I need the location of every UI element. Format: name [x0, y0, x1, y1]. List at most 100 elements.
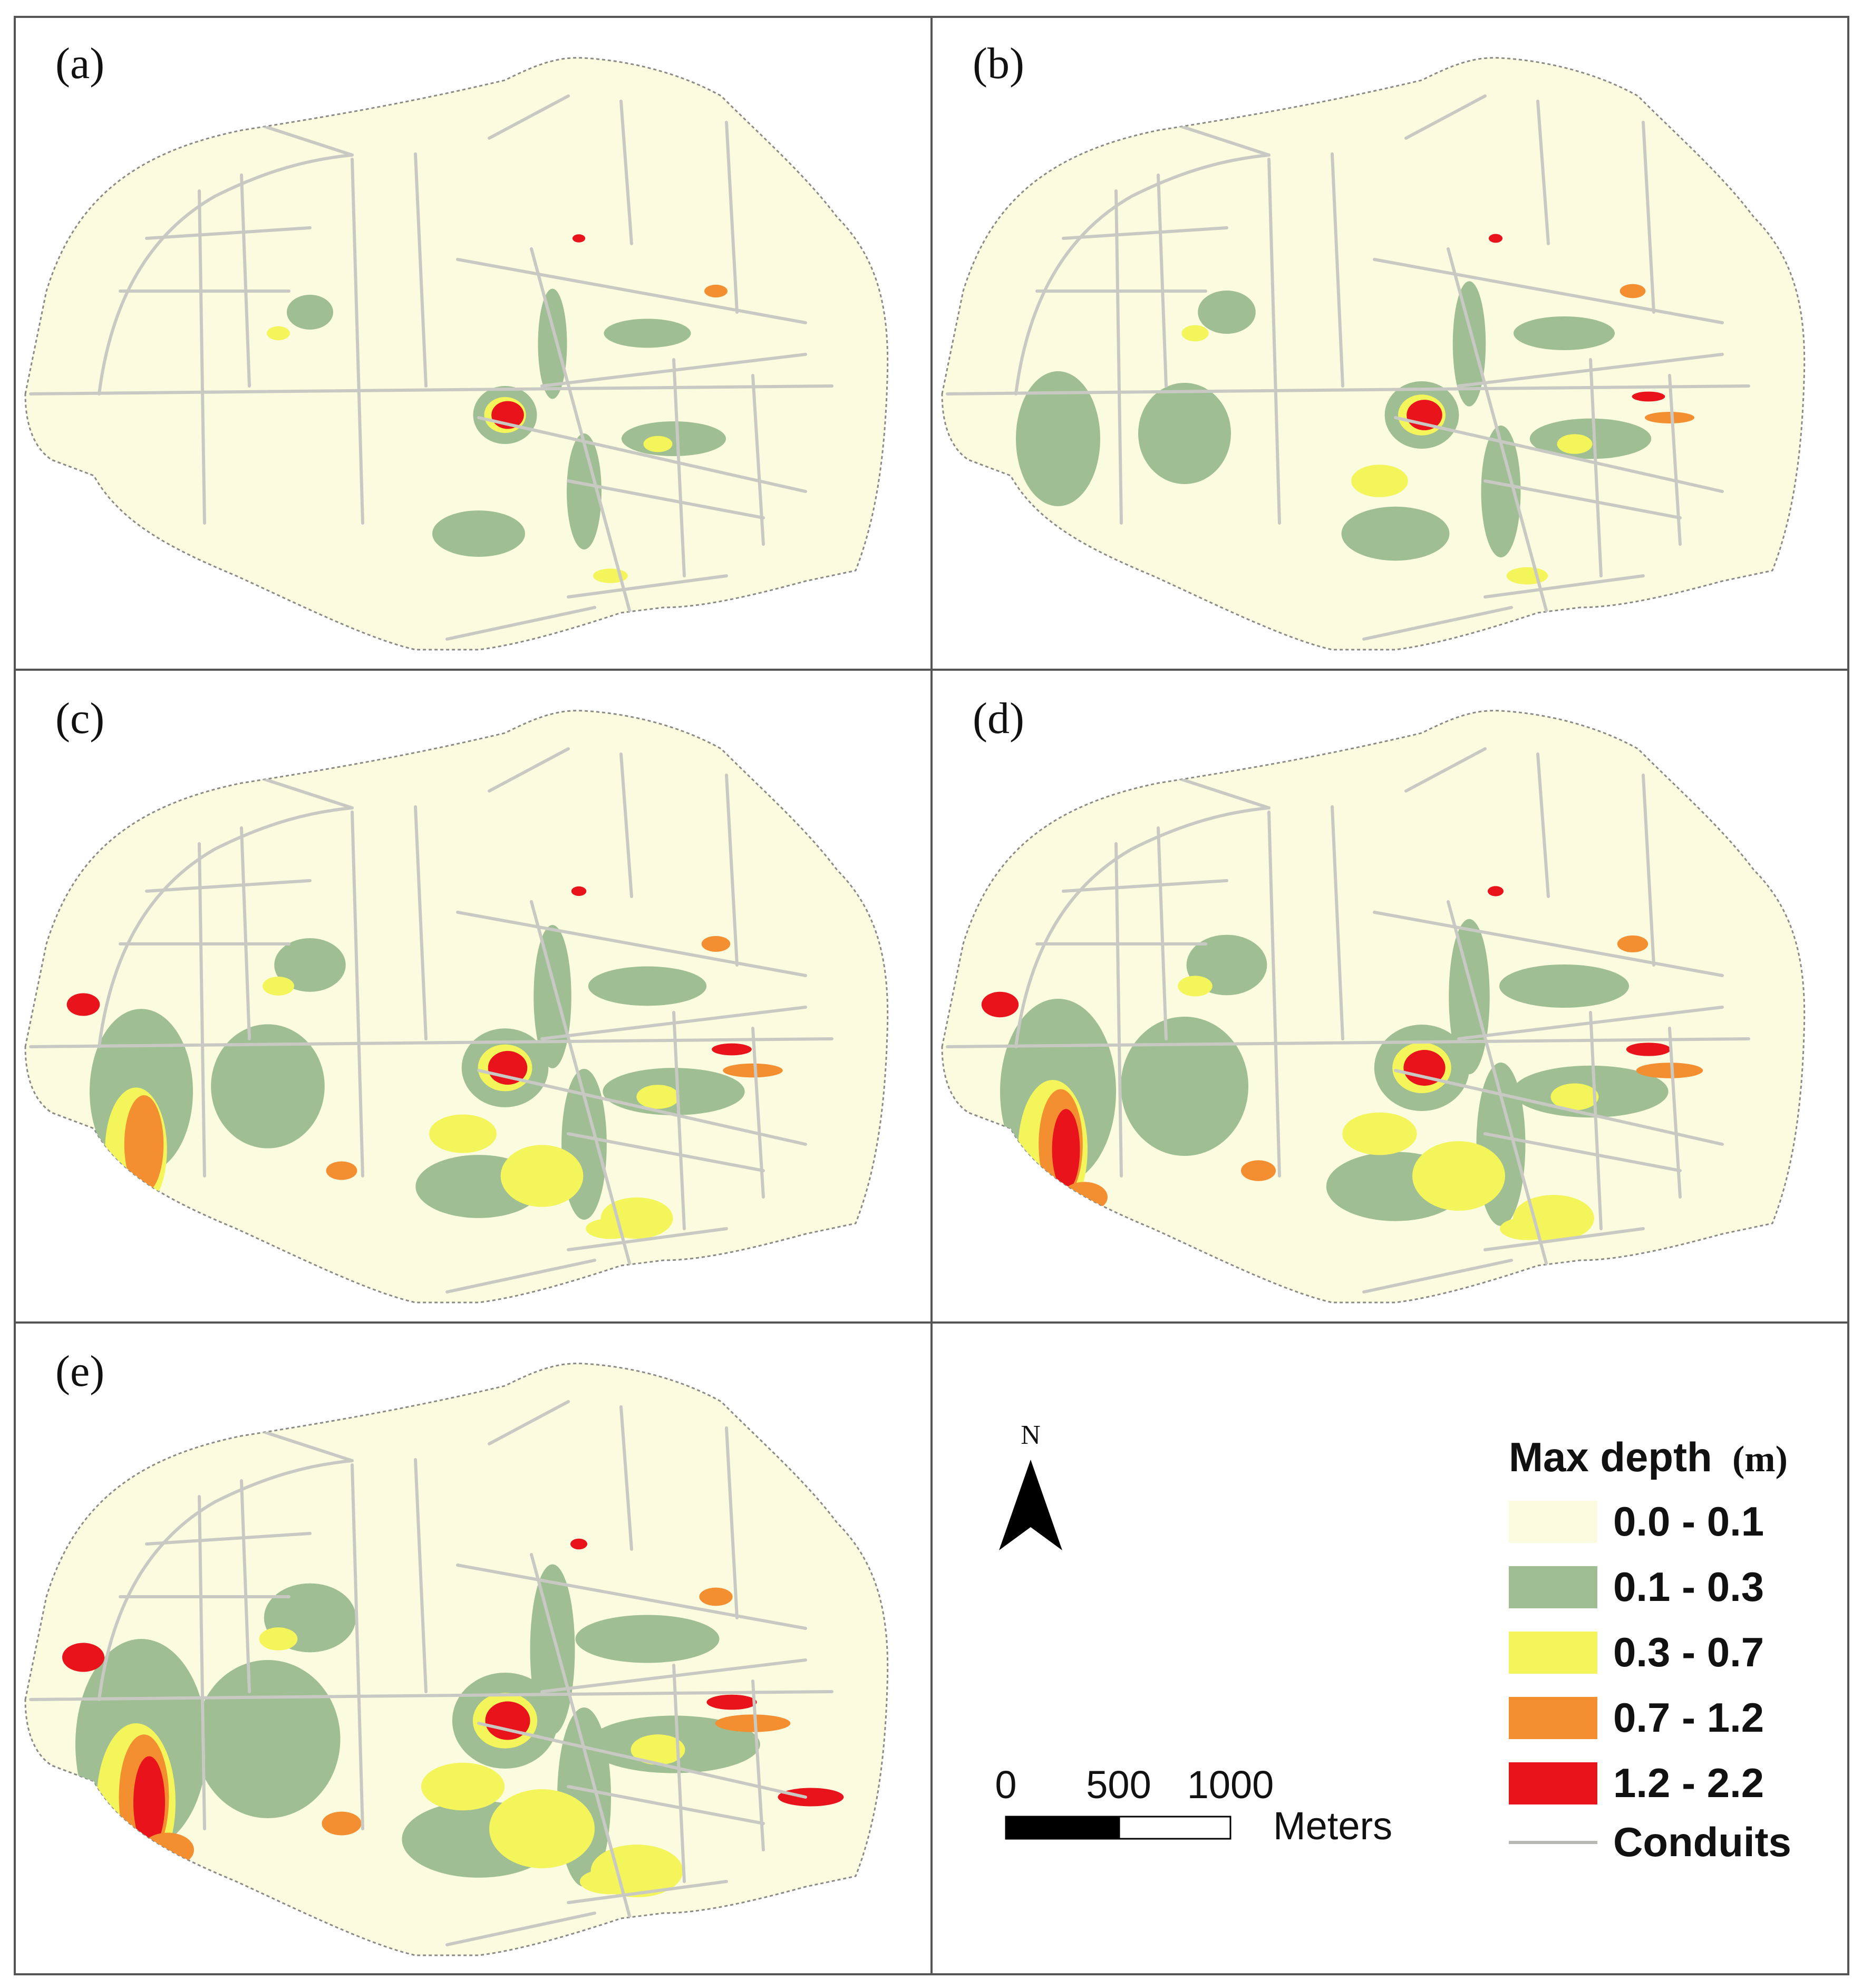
scale-bar-black-segment	[1005, 1816, 1120, 1840]
map-panel-d	[941, 710, 1806, 1304]
flood-layer	[29, 94, 833, 644]
conduit-line	[1331, 805, 1344, 1040]
conduit-line	[672, 1664, 686, 1883]
flood-patch-orange	[1619, 284, 1646, 298]
conduit-line	[1394, 1069, 1724, 1146]
flood-patch-red	[1488, 234, 1503, 243]
flood-patch-orange	[1644, 412, 1695, 423]
scale-tick-0: 0	[995, 1763, 1016, 1807]
conduit-line	[1267, 158, 1281, 525]
legend-label-0: 0.0 - 0.1	[1613, 1498, 1764, 1545]
conduit-line	[530, 900, 633, 1272]
conduit-line	[1167, 774, 1271, 809]
legend-title: Max depth	[1509, 1434, 1712, 1480]
conduit-line	[240, 826, 251, 1040]
flood-patch-orange	[1617, 935, 1648, 953]
flood-patch-yellow	[267, 326, 290, 341]
conduit-line	[1157, 173, 1168, 388]
conduit-line	[1157, 826, 1168, 1040]
conduit-line	[619, 1405, 633, 1551]
conduit-line	[488, 1400, 570, 1445]
north-arrow-icon	[999, 1460, 1062, 1550]
conduit-line	[1536, 752, 1550, 898]
flood-patch-yellow	[631, 1734, 685, 1765]
flood-patch-green	[567, 433, 602, 549]
flood-patch-yellow	[600, 1197, 673, 1239]
conduit-line	[1404, 94, 1487, 140]
panel-label-e: (e)	[55, 1347, 104, 1396]
flood-patch-green	[534, 925, 571, 1068]
conduit-line	[240, 1479, 251, 1693]
conduit-line	[1062, 879, 1228, 893]
conduit-line	[250, 121, 354, 157]
conduit-line	[1589, 1011, 1603, 1230]
flood-layer	[29, 747, 833, 1298]
flood-patch-green	[575, 1615, 720, 1663]
conduit-line	[250, 774, 354, 809]
conduit-line	[1331, 152, 1344, 388]
conduit-line	[477, 1722, 807, 1799]
legend-swatch-0	[1509, 1501, 1597, 1543]
conduit-line	[456, 258, 807, 324]
north-arrow: N	[999, 1420, 1062, 1550]
conduit-line	[1483, 574, 1645, 599]
flood-patch-yellow	[263, 977, 294, 996]
flood-patch-red	[570, 1538, 588, 1550]
conduit-line	[1394, 416, 1724, 493]
conduit-line	[1589, 358, 1603, 577]
conduit-line	[456, 1564, 807, 1630]
conduit-line	[414, 1458, 428, 1693]
flood-patch-yellow	[429, 1114, 497, 1153]
flood-patch-orange	[1636, 1063, 1703, 1078]
panel-label-b: (b)	[973, 39, 1024, 88]
conduit-line	[567, 1227, 728, 1251]
conduit-line	[1167, 121, 1271, 157]
panel-label-a: (a)	[55, 39, 104, 88]
scale-tick-1000: 1000	[1187, 1763, 1274, 1807]
legend-label-1: 0.1 - 0.3	[1613, 1564, 1764, 1610]
conduit-line	[351, 158, 364, 525]
conduit-line	[1114, 842, 1123, 1178]
legend: Max depth (m) 0.0 - 0.1 0.1 - 0.3 0.3 - …	[1509, 1434, 1791, 1865]
flood-patch-green	[195, 1660, 341, 1818]
flood-patch-red	[1052, 1109, 1080, 1190]
conduit-line	[1114, 189, 1123, 525]
flood-patch-red	[572, 234, 586, 243]
scale-unit: Meters	[1273, 1804, 1392, 1848]
conduit-line	[567, 574, 728, 599]
legend-label-2: 0.3 - 0.7	[1613, 1629, 1764, 1675]
flood-patch-yellow	[1557, 434, 1593, 454]
conduit-line	[456, 911, 807, 977]
flood-patch-orange	[124, 1095, 164, 1194]
conduit-line	[1483, 479, 1682, 519]
flood-patch-green	[588, 966, 707, 1006]
conduit-line	[1373, 911, 1724, 977]
conduit-line	[1362, 606, 1513, 641]
conduit-line	[1362, 1259, 1513, 1294]
conduit-line	[29, 1690, 833, 1701]
conduit-line	[445, 1259, 596, 1294]
flood-patch-red	[1632, 391, 1665, 402]
flood-patch-orange	[326, 1161, 357, 1180]
flood-patch-orange	[322, 1811, 362, 1836]
flood-patch-green	[1341, 506, 1450, 561]
flood-patch-orange	[1241, 1160, 1276, 1181]
conduit-line	[351, 1463, 364, 1830]
conduit-line	[946, 1037, 1750, 1048]
conduit-line	[1642, 121, 1655, 314]
conduit-line	[567, 1880, 728, 1904]
flood-patch-yellow	[1342, 1112, 1417, 1155]
conduit-line	[619, 752, 633, 898]
legend-label-conduits: Conduits	[1613, 1819, 1791, 1865]
legend-unit: (m)	[1732, 1439, 1788, 1480]
conduit-line	[198, 1495, 206, 1830]
flood-patch-red	[66, 993, 100, 1016]
conduit-line	[414, 152, 428, 388]
conduit-line	[1447, 900, 1550, 1272]
conduit-line	[672, 1011, 686, 1230]
flood-patch-yellow	[1506, 567, 1548, 585]
flood-patch-red	[706, 1694, 757, 1710]
flood-patch-green	[622, 421, 726, 456]
conduit-line	[351, 810, 364, 1178]
flood-patch-green	[604, 319, 691, 348]
